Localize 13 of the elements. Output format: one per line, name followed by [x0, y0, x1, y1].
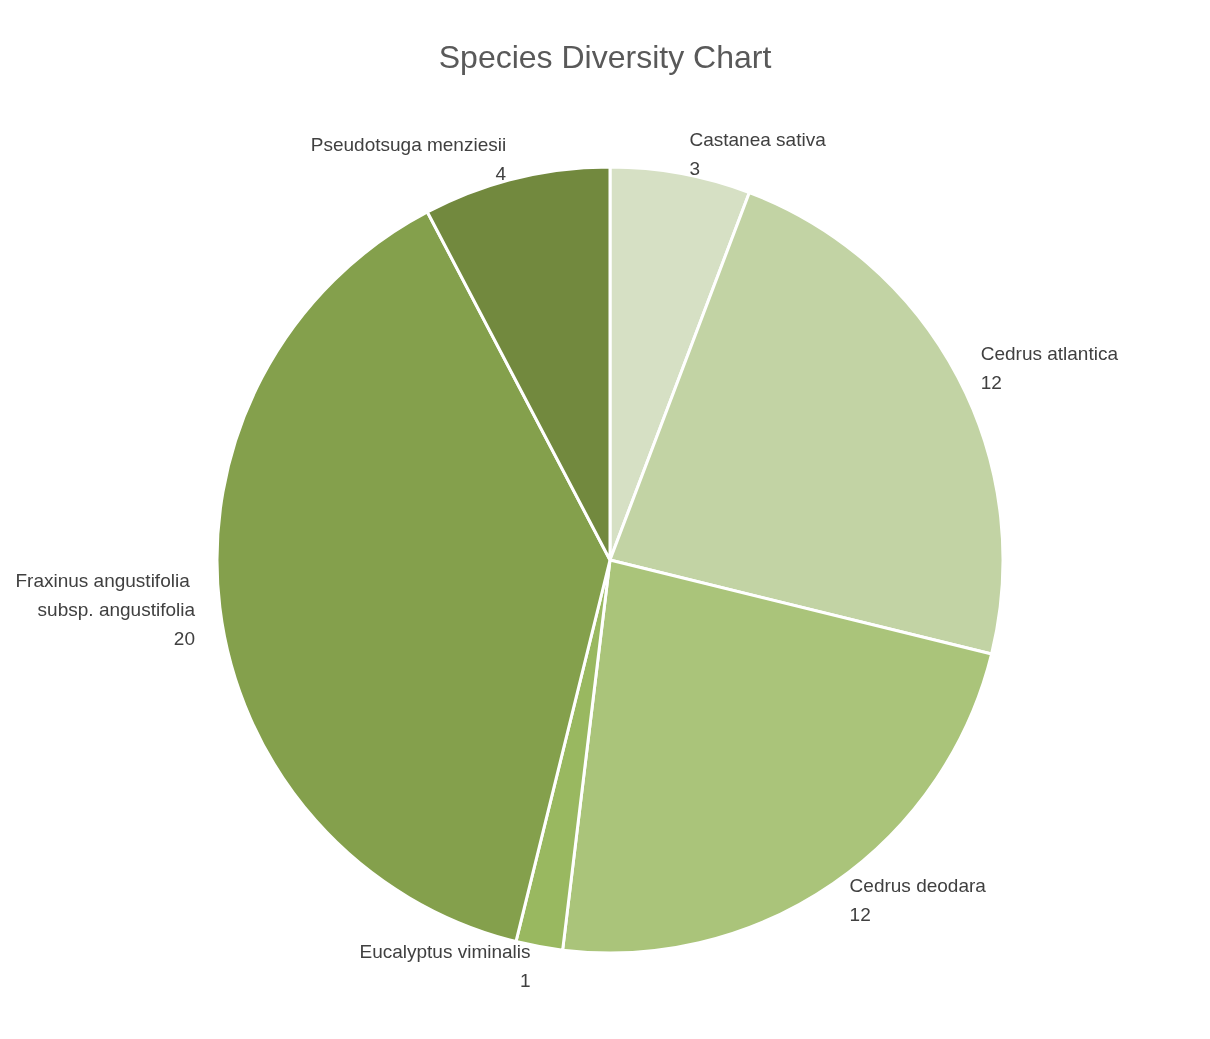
data-label: 4	[495, 163, 507, 184]
slice-label: Fraxinus angustifolia subsp. angustifolia	[15, 570, 196, 621]
slice-label: Castanea sativa	[689, 128, 827, 150]
data-label: 12	[849, 903, 871, 925]
data-label: 1	[519, 970, 531, 992]
data-label: 3	[689, 157, 701, 179]
slice-label: Eucalyptus viminalis	[359, 941, 531, 963]
slice-label: Cedrus deodara	[849, 874, 987, 896]
chart-title: Species Diversity Chart	[438, 39, 772, 75]
data-label: 20	[173, 628, 196, 650]
slice-label: Pseudotsuga menziesii	[310, 134, 507, 155]
data-label: 12	[980, 372, 1002, 394]
slice-label: Cedrus atlantica	[980, 343, 1119, 365]
